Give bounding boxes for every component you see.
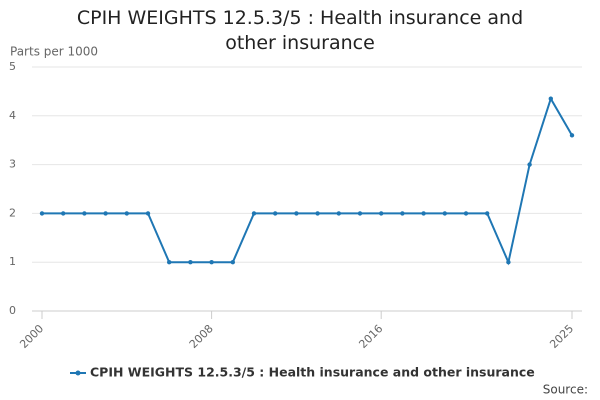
data-point: [230, 260, 235, 265]
data-point: [39, 211, 45, 216]
x-tick-label: 2016: [356, 322, 385, 351]
data-point: [315, 211, 320, 216]
data-point: [400, 211, 405, 216]
data-point: [294, 211, 299, 216]
data-point: [251, 211, 257, 216]
data-point: [548, 96, 553, 101]
y-tick-label: 1: [9, 255, 16, 268]
data-point: [103, 211, 108, 216]
legend-label: CPIH WEIGHTS 12.5.3/5 : Health insurance…: [90, 365, 535, 380]
chart-title: CPIH WEIGHTS 12.5.3/5 : Health insurance…: [76, 7, 524, 54]
data-point: [145, 211, 151, 216]
y-tick-label: 4: [9, 109, 16, 122]
data-point: [463, 211, 469, 216]
data-point: [506, 260, 511, 265]
y-tick-label: 5: [9, 60, 16, 73]
data-point: [527, 162, 532, 167]
y-tick-label: 3: [9, 158, 16, 171]
y-tick-label: 2: [9, 206, 16, 219]
data-point: [379, 211, 384, 216]
data-point: [188, 260, 193, 265]
data-point: [421, 211, 426, 216]
source: Source:: [543, 383, 588, 397]
x-tick-label: 2025: [547, 322, 576, 351]
legend-marker: [75, 370, 81, 376]
data-point: [82, 211, 87, 216]
data-point: [569, 133, 575, 138]
data-point: [124, 211, 129, 216]
data-point: [336, 211, 341, 216]
x-tick-label: 2008: [187, 322, 216, 351]
series-line: [42, 96, 573, 266]
y-axis-label: Parts per 1000: [10, 45, 98, 59]
data-point: [167, 260, 172, 265]
data-point: [357, 211, 363, 216]
data-point: [485, 211, 490, 216]
y-tick-label: 0: [9, 304, 16, 317]
data-point: [442, 211, 447, 216]
x-tick-label: 2000: [17, 322, 46, 351]
data-point: [273, 211, 278, 216]
data-point: [61, 211, 66, 216]
data-point: [209, 260, 214, 265]
